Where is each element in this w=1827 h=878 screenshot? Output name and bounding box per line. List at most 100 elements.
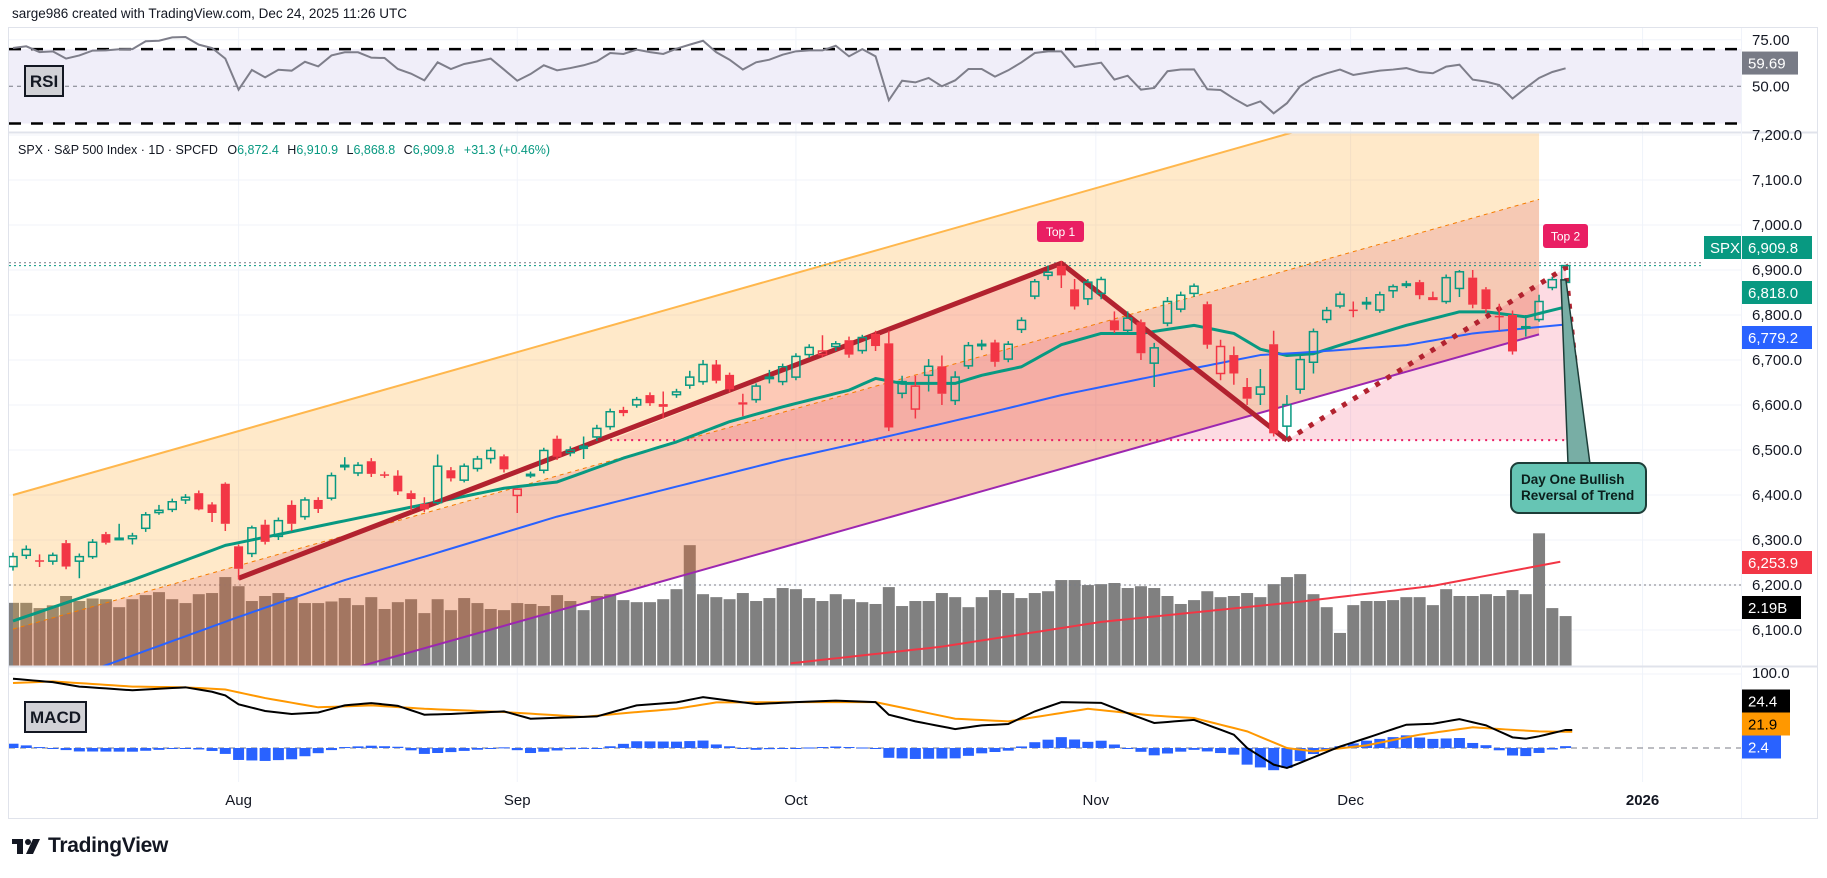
channel-upper-line[interactable]: [12, 63, 1539, 496]
candle[interactable]: [1070, 279, 1080, 310]
candle[interactable]: [1242, 378, 1252, 405]
candle[interactable]: [552, 435, 562, 460]
candle[interactable]: [1189, 283, 1199, 298]
candle[interactable]: [671, 388, 682, 398]
candle[interactable]: [313, 497, 323, 513]
candle[interactable]: [499, 454, 509, 473]
candle[interactable]: [1441, 274, 1451, 304]
candle[interactable]: [1308, 328, 1319, 374]
candle[interactable]: [897, 375, 907, 399]
tradingview-logo[interactable]: TradingView: [12, 834, 168, 858]
candle[interactable]: [154, 504, 164, 515]
candle[interactable]: [1454, 270, 1465, 297]
candle[interactable]: [1295, 355, 1305, 394]
candle[interactable]: [140, 512, 151, 532]
candle[interactable]: [1335, 291, 1345, 309]
candle[interactable]: [1375, 291, 1385, 313]
candle[interactable]: [725, 372, 735, 393]
candle[interactable]: [21, 545, 32, 559]
price-pane[interactable]: [7, 63, 1741, 765]
candle[interactable]: [1003, 341, 1013, 363]
rsi-label-box[interactable]: RSI: [24, 65, 64, 97]
candle[interactable]: [1255, 369, 1266, 405]
candle[interactable]: [1122, 311, 1133, 333]
candle[interactable]: [353, 462, 363, 477]
candle[interactable]: [1149, 342, 1159, 387]
candle[interactable]: [512, 488, 523, 513]
candle[interactable]: [923, 359, 934, 392]
candle[interactable]: [1468, 270, 1478, 309]
candle[interactable]: [1229, 346, 1239, 385]
candle[interactable]: [539, 447, 549, 474]
candle[interactable]: [180, 494, 191, 504]
top-2-label[interactable]: Top 2: [1543, 224, 1588, 248]
candle[interactable]: [1534, 294, 1544, 322]
candle[interactable]: [247, 525, 257, 558]
candle[interactable]: [1016, 317, 1027, 333]
candle[interactable]: [1547, 276, 1558, 291]
macd-label-box[interactable]: MACD: [24, 701, 87, 733]
candle[interactable]: [1508, 310, 1518, 355]
candle[interactable]: [777, 363, 788, 386]
candle[interactable]: [711, 360, 721, 384]
candle[interactable]: [459, 463, 469, 483]
candle[interactable]: [751, 383, 761, 403]
candle[interactable]: [1428, 291, 1438, 301]
candle[interactable]: [393, 470, 403, 495]
candle[interactable]: [910, 375, 921, 419]
macd-pane[interactable]: [8, 677, 1742, 771]
candle[interactable]: [9, 552, 18, 571]
candle[interactable]: [207, 502, 217, 522]
candle[interactable]: [990, 339, 1000, 367]
candle[interactable]: [35, 554, 45, 567]
candle[interactable]: [1361, 297, 1372, 310]
candle[interactable]: [764, 369, 775, 384]
candle[interactable]: [579, 436, 589, 460]
candle[interactable]: [791, 353, 801, 381]
candle[interactable]: [1321, 306, 1332, 324]
top-1-label[interactable]: Top 1: [1037, 221, 1084, 242]
candle[interactable]: [1401, 280, 1412, 288]
candle[interactable]: [631, 396, 642, 408]
candle[interactable]: [87, 539, 98, 559]
channel-middle-line[interactable]: [12, 198, 1540, 630]
candle[interactable]: [127, 532, 138, 545]
candle[interactable]: [340, 457, 350, 471]
candle[interactable]: [1388, 284, 1398, 298]
candle[interactable]: [194, 490, 204, 511]
candle[interactable]: [1415, 279, 1425, 300]
candle[interactable]: [366, 458, 376, 477]
candle[interactable]: [485, 447, 496, 464]
candle[interactable]: [698, 360, 708, 385]
candle[interactable]: [61, 540, 71, 570]
candle[interactable]: [1494, 303, 1504, 331]
candle[interactable]: [1043, 265, 1053, 280]
candle[interactable]: [592, 424, 602, 441]
candle[interactable]: [1202, 301, 1212, 349]
candle[interactable]: [446, 467, 456, 482]
candle[interactable]: [1136, 319, 1146, 361]
candle[interactable]: [857, 334, 868, 354]
candle[interactable]: [937, 355, 947, 406]
candle[interactable]: [287, 500, 297, 531]
candle[interactable]: [326, 472, 337, 501]
candle[interactable]: [844, 336, 854, 358]
candle[interactable]: [950, 371, 960, 405]
candle[interactable]: [1282, 395, 1292, 438]
candle[interactable]: [804, 344, 814, 358]
candle[interactable]: [963, 342, 974, 369]
candle[interactable]: [167, 498, 177, 513]
candle[interactable]: [976, 339, 987, 351]
channel-lower-line[interactable]: [13, 333, 1540, 764]
candle[interactable]: [273, 517, 284, 541]
candle[interactable]: [830, 341, 841, 351]
candle[interactable]: [101, 531, 111, 545]
candle[interactable]: [48, 552, 58, 565]
candle[interactable]: [645, 392, 655, 406]
candle[interactable]: [472, 455, 483, 472]
candle[interactable]: [260, 519, 270, 545]
candle[interactable]: [1162, 297, 1173, 327]
candle[interactable]: [1056, 261, 1066, 288]
candle[interactable]: [685, 370, 695, 389]
